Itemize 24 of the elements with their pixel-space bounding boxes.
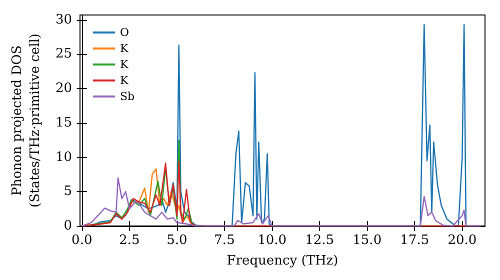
x-tick-label: 15.0 (352, 233, 382, 248)
legend-label: K (120, 42, 129, 55)
x-tick-label: 0.0 (72, 233, 92, 248)
y-tick-label: 15 (55, 115, 72, 130)
legend-label: Sb (120, 90, 135, 103)
x-tick-label: 12.5 (305, 233, 334, 248)
x-tick-label: 2.5 (119, 233, 140, 248)
y-tick-label: 20 (55, 81, 72, 96)
y-tick-label: 25 (55, 46, 72, 62)
legend-label: K (120, 74, 129, 87)
y-tick-label: 5 (64, 184, 72, 200)
x-tick-label: 10.0 (258, 233, 287, 248)
x-tick-label: 5.0 (166, 233, 188, 248)
y-axis-title: Phonon projected DOS (States/THz·primitive cell) (10, 33, 44, 208)
x-axis-title: Frequency (THz) (226, 253, 338, 268)
line-series (81, 177, 482, 227)
x-tick-label: 7.5 (214, 233, 235, 248)
legend-label: K (120, 58, 129, 71)
y-tick-label: 30 (55, 12, 72, 28)
x-tick-label: 20.0 (448, 233, 477, 248)
x-tick-label: 17.5 (400, 233, 430, 248)
legend-label: O (120, 26, 130, 39)
y-tick-label: 0 (64, 218, 72, 234)
y-tick-label: 10 (55, 150, 72, 165)
